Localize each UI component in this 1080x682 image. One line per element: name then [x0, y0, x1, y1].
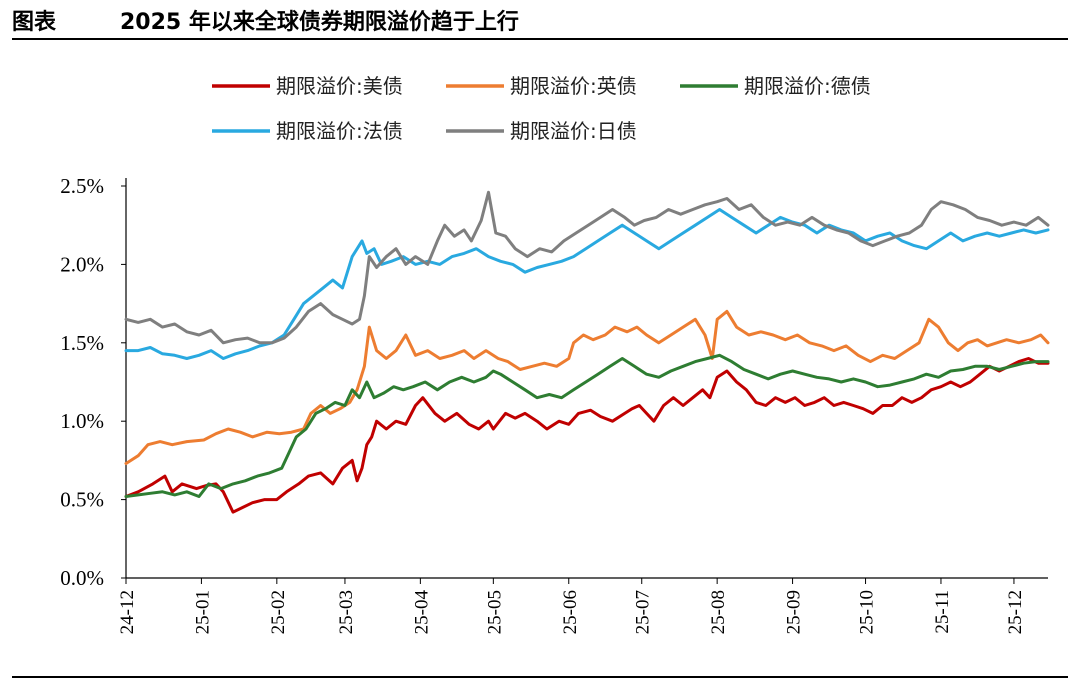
x-tick-label: 25-07: [633, 590, 654, 634]
x-tick-label: 25-04: [411, 590, 432, 635]
x-tick-label: 25-01: [192, 590, 213, 634]
y-tick-label: 0.0%: [60, 566, 104, 590]
title-rule: [12, 38, 1068, 40]
y-tick-label: 0.5%: [60, 488, 104, 512]
y-tick-label: 2.5%: [60, 174, 104, 198]
series-line-4: [124, 190, 1050, 345]
legend-label: 期限溢价:英债: [510, 74, 637, 98]
x-tick-label: 25-06: [560, 590, 581, 634]
x-tick-label: 24-12: [117, 590, 138, 634]
series-line-2: [124, 353, 1050, 498]
series-line-3: [124, 208, 1050, 360]
title-row: 图表 2025 年以来全球债券期限溢价趋于上行: [12, 0, 1068, 38]
series-line-0: [124, 357, 1050, 514]
y-tick-label: 1.5%: [60, 331, 104, 355]
x-tick-label: 25-09: [784, 590, 805, 634]
legend-label: 期限溢价:美债: [276, 74, 403, 98]
y-tick-label: 2.0%: [60, 252, 104, 276]
x-tick-label: 25-11: [932, 590, 953, 634]
chart-title: 2025 年以来全球债券期限溢价趋于上行: [120, 10, 519, 35]
y-tick-label: 1.0%: [60, 409, 104, 433]
legend-label: 期限溢价:法债: [276, 119, 403, 143]
figure-prefix: 图表: [12, 10, 57, 35]
legend-label: 期限溢价:日债: [510, 119, 637, 143]
x-tick-label: 25-10: [857, 590, 878, 634]
x-tick-label: 25-02: [268, 590, 289, 634]
bottom-rule: [12, 676, 1068, 678]
plot-lines: [124, 190, 1050, 514]
series-line-1: [124, 309, 1050, 465]
x-tick-label: 25-05: [484, 590, 505, 634]
x-tick-label: 25-12: [1005, 590, 1026, 634]
legend-label: 期限溢价:德债: [744, 74, 871, 98]
axes: 0.0% 0.5% 1.0% 1.5% 2.0% 2.5% 24-12 25-01 25-02 2…: [60, 174, 1048, 634]
x-tick-label: 25-08: [708, 590, 729, 634]
x-tick-label: 25-03: [336, 590, 357, 634]
